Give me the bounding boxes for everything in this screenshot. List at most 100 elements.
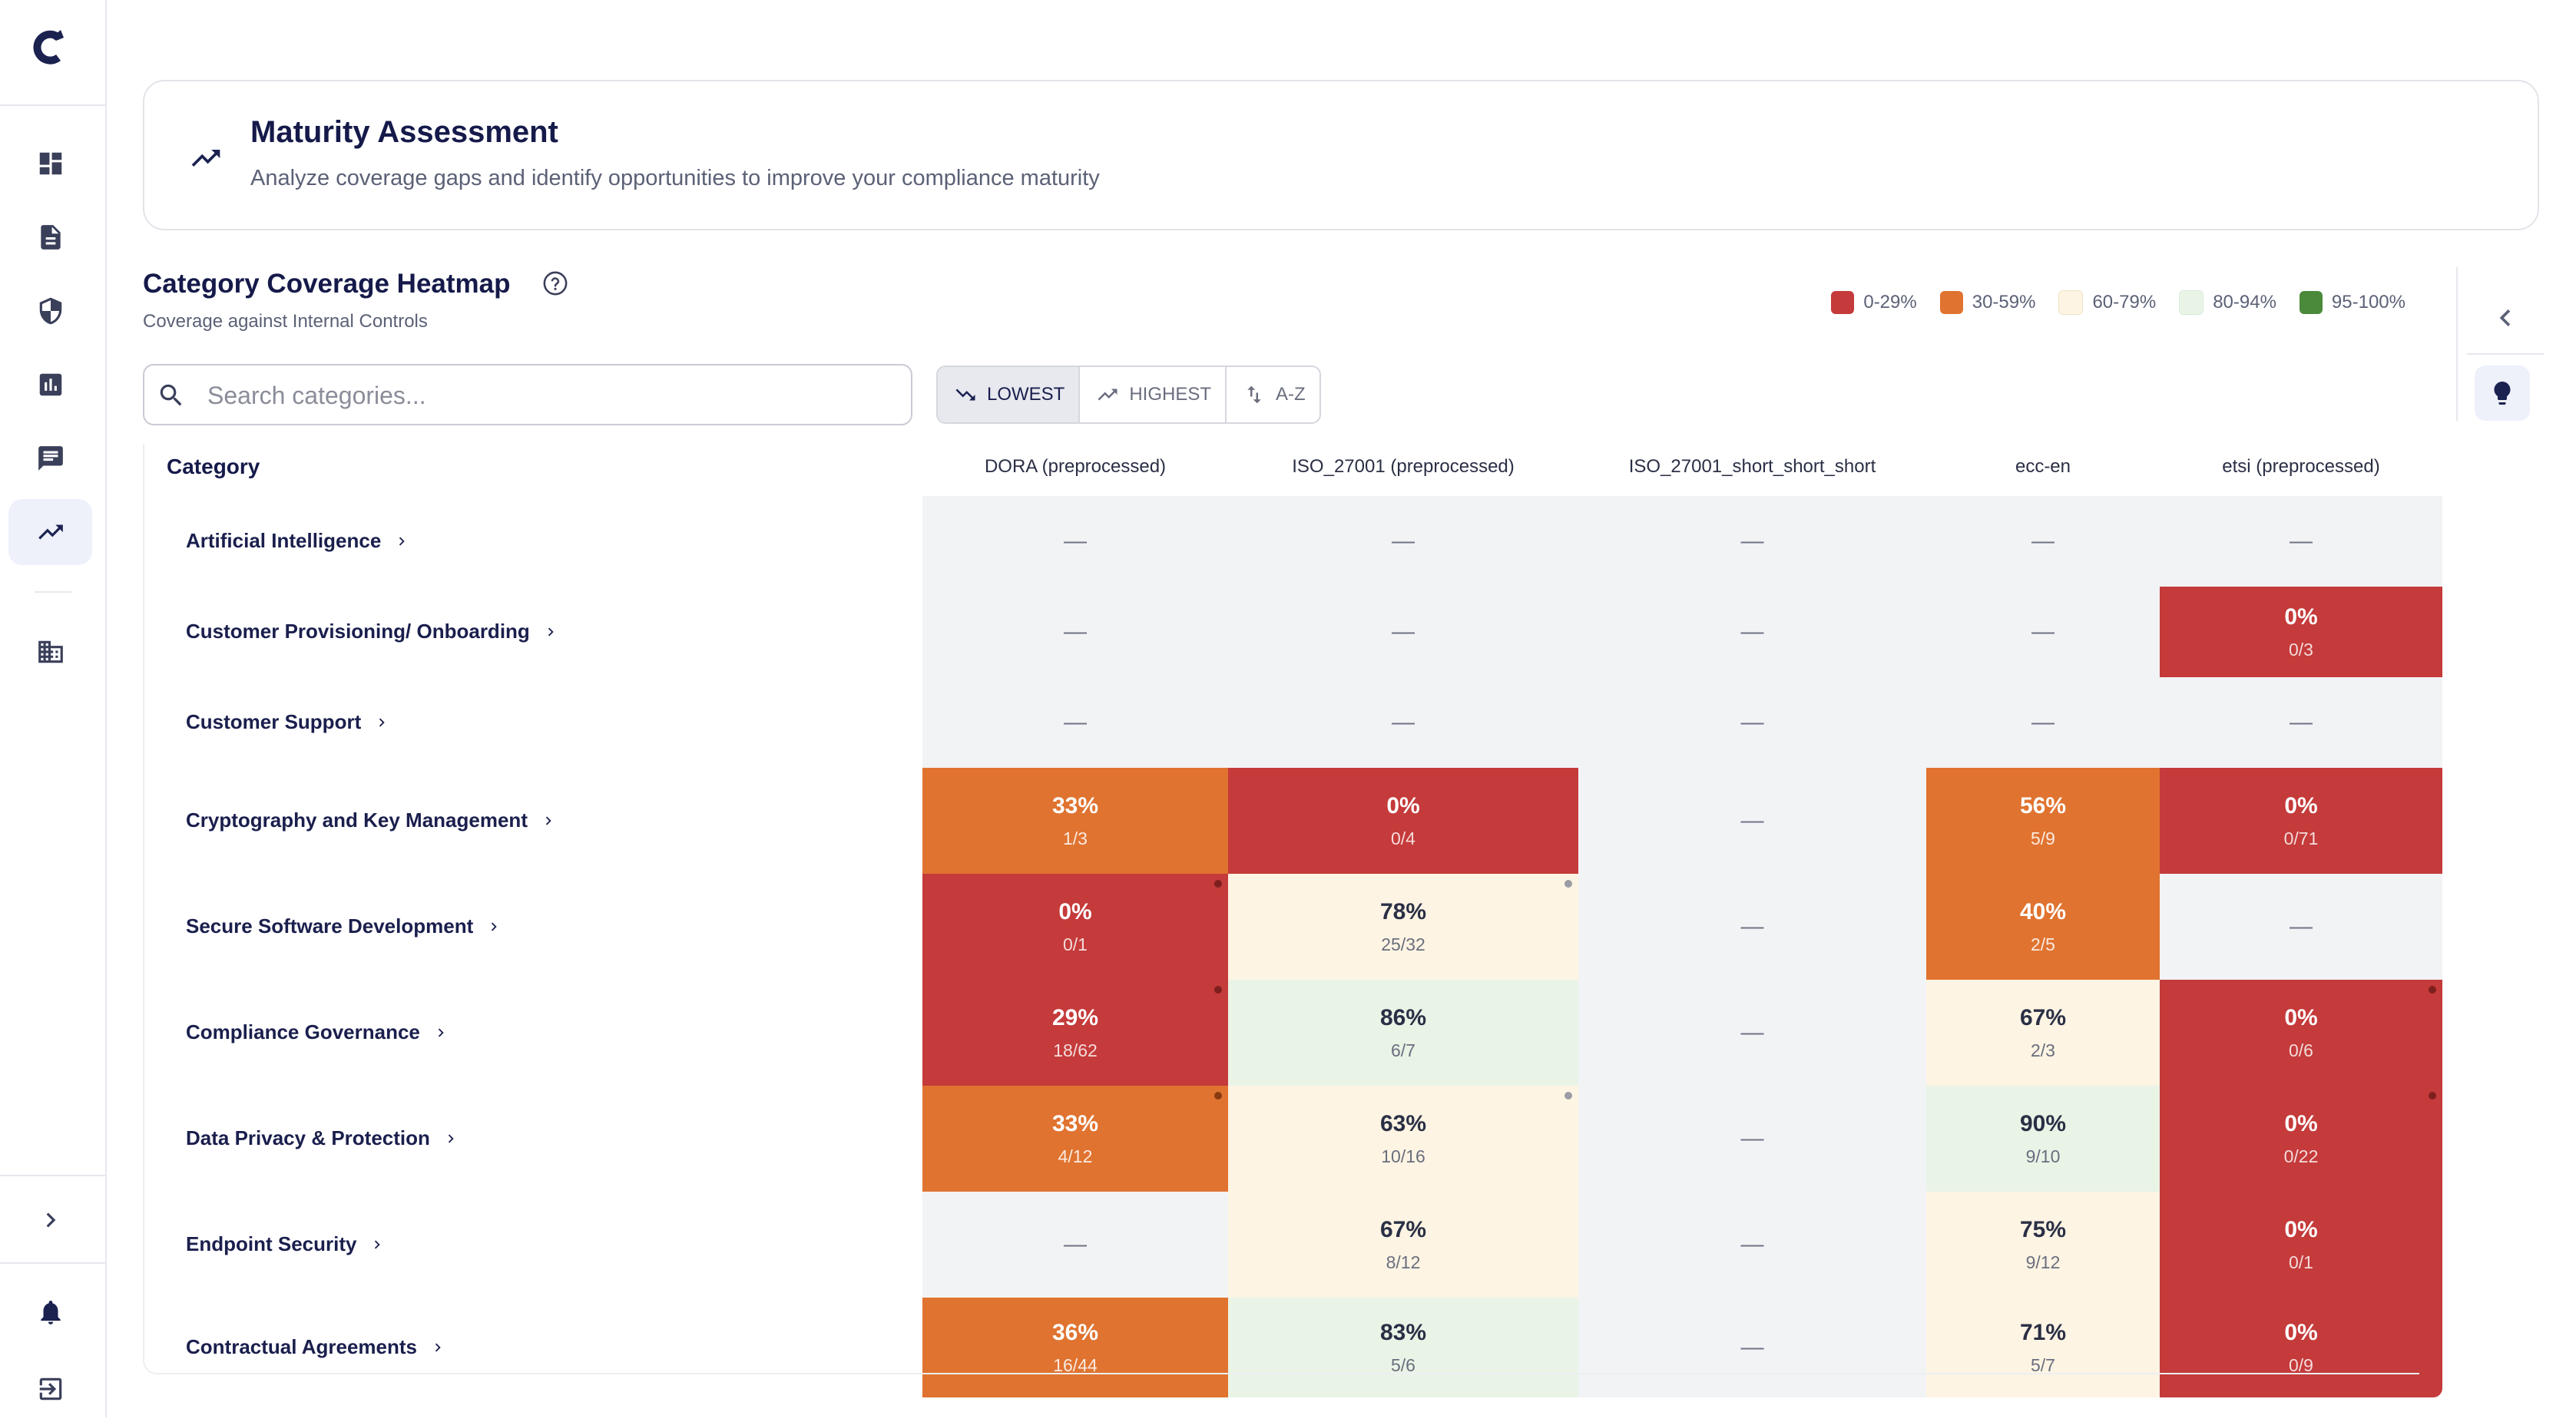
heatmap-cell[interactable]: 75% 9/12 xyxy=(1926,1192,2160,1298)
heatmap-cell[interactable]: — xyxy=(922,587,1228,677)
heatmap-cell[interactable]: — xyxy=(1578,980,1926,1086)
heatmap-cell[interactable]: 63% 10/16 xyxy=(1228,1086,1578,1192)
heatmap-cell[interactable]: — xyxy=(1228,677,1578,768)
category-name: Contractual Agreements xyxy=(186,1335,417,1358)
collapse-panel-button[interactable] xyxy=(2488,301,2522,335)
column-header[interactable]: ecc-en xyxy=(2015,456,2071,477)
category-row-label[interactable]: Compliance Governance xyxy=(186,1020,449,1044)
heatmap-cell[interactable]: — xyxy=(1578,1298,1926,1397)
heatmap-cell[interactable]: — xyxy=(1926,587,2160,677)
category-name: Artificial Intelligence xyxy=(186,529,382,552)
heatmap-cell[interactable]: 86% 6/7 xyxy=(1228,980,1578,1086)
heatmap-cell[interactable]: — xyxy=(2160,496,2442,587)
nav-security[interactable] xyxy=(8,278,92,344)
heatmap-cell[interactable]: — xyxy=(2160,874,2442,980)
cell-fraction: 9/12 xyxy=(2025,1252,2061,1272)
category-row-label[interactable]: Cryptography and Key Management xyxy=(186,809,557,832)
sort-highest-button[interactable]: HIGHEST xyxy=(1080,367,1227,422)
heatmap-cell[interactable]: — xyxy=(1926,677,2160,768)
heatmap-cell[interactable]: 29% 18/62 xyxy=(922,980,1228,1086)
heatmap-cell[interactable]: 90% 9/10 xyxy=(1926,1086,2160,1192)
sort-az-button[interactable]: A-Z xyxy=(1227,367,1319,422)
heatmap-cell[interactable]: — xyxy=(1578,1192,1926,1298)
heatmap-cell[interactable]: — xyxy=(1228,587,1578,677)
empty-cell-dash: — xyxy=(1392,619,1415,644)
nav-maturity[interactable] xyxy=(8,499,92,565)
bell-icon xyxy=(40,1300,61,1324)
heatmap-cell[interactable]: 0% 0/6 xyxy=(2160,980,2442,1086)
category-row-label[interactable]: Endpoint Security xyxy=(186,1232,386,1256)
search-icon xyxy=(160,384,182,406)
column-header[interactable]: DORA (preprocessed) xyxy=(984,456,1167,477)
expand-sidebar-button[interactable] xyxy=(8,1187,92,1253)
sort-lowest-button[interactable]: LOWEST xyxy=(938,367,1081,422)
heatmap-title: Category Coverage Heatmap xyxy=(143,269,511,299)
heatmap-cell[interactable]: — xyxy=(1926,496,2160,587)
heatmap-cell[interactable]: 71% 5/7 xyxy=(1926,1298,2160,1397)
heatmap-cell[interactable]: 0% 0/1 xyxy=(2160,1192,2442,1298)
category-row-label[interactable]: Customer Provisioning/ Onboarding xyxy=(186,620,559,643)
heatmap-cell[interactable]: 36% 16/44 xyxy=(922,1298,1228,1397)
insights-button[interactable] xyxy=(2475,365,2530,421)
column-header[interactable]: etsi (preprocessed) xyxy=(2222,456,2380,477)
category-row-label[interactable]: Data Privacy & Protection xyxy=(186,1126,459,1150)
heatmap-cell[interactable]: 56% 5/9 xyxy=(1926,768,2160,874)
heatmap-cell[interactable]: 33% 1/3 xyxy=(922,768,1228,874)
heatmap-cell[interactable]: — xyxy=(1578,496,1926,587)
search-input[interactable] xyxy=(206,373,900,418)
heatmap-cell[interactable]: — xyxy=(1578,677,1926,768)
empty-cell-dash: — xyxy=(1740,709,1764,735)
search-box[interactable] xyxy=(143,364,912,425)
notifications-button[interactable] xyxy=(8,1279,92,1345)
heatmap-cell[interactable]: — xyxy=(1228,496,1578,587)
logout-button[interactable] xyxy=(8,1356,92,1422)
dashboard-icon xyxy=(39,152,61,175)
nav-dashboard[interactable] xyxy=(8,131,92,197)
chevron-right-icon xyxy=(435,1343,441,1351)
heatmap-cell[interactable]: 78% 25/32 xyxy=(1228,874,1578,980)
document-icon xyxy=(40,225,61,250)
heatmap-cell[interactable]: 40% 2/5 xyxy=(1926,874,2160,980)
heatmap-cell[interactable]: — xyxy=(922,1192,1228,1298)
column-header[interactable]: ISO_27001_short_short_short xyxy=(1628,456,1876,477)
heatmap-cell[interactable]: — xyxy=(1578,1086,1926,1192)
brand-logo[interactable] xyxy=(25,22,74,71)
heatmap-cell[interactable]: 0% 0/4 xyxy=(1228,768,1578,874)
cell-fraction: 5/9 xyxy=(2031,828,2055,848)
category-row-label[interactable]: Customer Support xyxy=(186,710,390,734)
heatmap-cell[interactable]: 0% 0/71 xyxy=(2160,768,2442,874)
chevron-right-icon xyxy=(545,816,551,825)
cell-indicator-dot xyxy=(2429,1092,2436,1100)
help-icon[interactable] xyxy=(542,270,568,296)
heatmap-cell[interactable]: 67% 2/3 xyxy=(1926,980,2160,1086)
category-row-label[interactable]: Contractual Agreements xyxy=(186,1335,446,1359)
heatmap-cell[interactable]: 0% 0/3 xyxy=(2160,587,2442,677)
cell-percentage: 0% xyxy=(2284,792,2318,818)
category-row-label[interactable]: Artificial Intelligence xyxy=(186,529,410,553)
heatmap-cell[interactable]: — xyxy=(1578,587,1926,677)
cell-percentage: 67% xyxy=(1379,1216,1427,1242)
heatmap-cell[interactable]: — xyxy=(1578,874,1926,980)
heatmap-cell[interactable]: 0% 0/22 xyxy=(2160,1086,2442,1192)
cell-fraction: 9/10 xyxy=(2025,1146,2061,1166)
heatmap-cell[interactable]: 67% 8/12 xyxy=(1228,1192,1578,1298)
nav-organization[interactable] xyxy=(8,619,92,685)
heatmap-cell[interactable]: — xyxy=(922,677,1228,768)
heatmap-cell[interactable]: — xyxy=(922,496,1228,587)
nav-documents[interactable] xyxy=(8,204,92,270)
heatmap-cell[interactable]: 83% 5/6 xyxy=(1228,1298,1578,1397)
nav-chat[interactable] xyxy=(8,425,92,491)
chevron-right-icon xyxy=(375,1240,381,1248)
cell-percentage: 0% xyxy=(2284,1216,2318,1242)
heatmap-cell[interactable]: 33% 4/12 xyxy=(922,1086,1228,1192)
category-row-label[interactable]: Secure Software Development xyxy=(186,914,502,938)
empty-cell-dash: — xyxy=(1740,914,1764,939)
heatmap-cell[interactable]: — xyxy=(2160,677,2442,768)
column-header[interactable]: ISO_27001 (preprocessed) xyxy=(1292,456,1515,477)
building-icon xyxy=(38,640,63,663)
heatmap-cell[interactable]: 0% 0/9 xyxy=(2160,1298,2442,1397)
heatmap-cell[interactable]: 0% 0/1 xyxy=(922,874,1228,980)
heatmap-subtitle: Coverage against Internal Controls xyxy=(143,311,428,332)
nav-reports[interactable] xyxy=(8,352,92,418)
heatmap-cell[interactable]: — xyxy=(1578,768,1926,874)
